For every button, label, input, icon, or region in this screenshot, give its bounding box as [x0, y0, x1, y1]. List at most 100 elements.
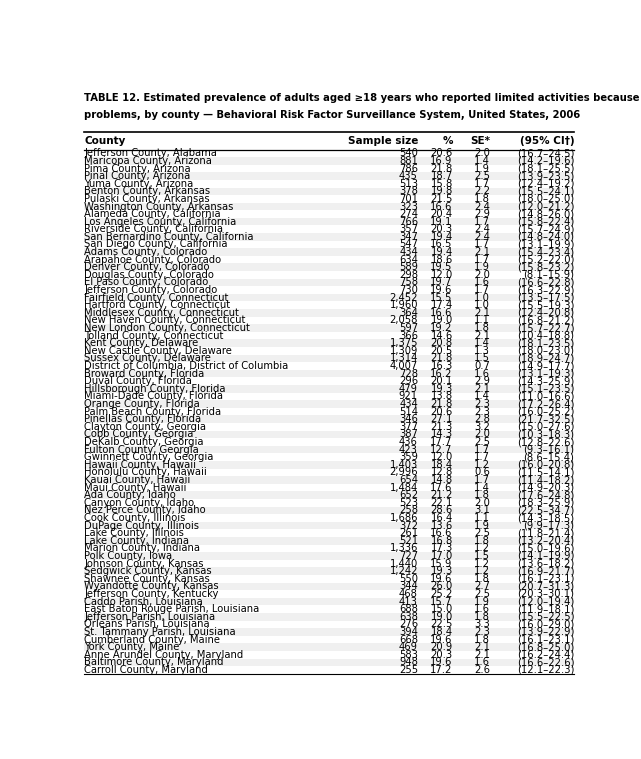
Text: Washington County, Arkansas: Washington County, Arkansas — [84, 201, 233, 212]
Text: Honolulu County, Hawaii: Honolulu County, Hawaii — [84, 468, 207, 477]
Text: 20.4: 20.4 — [431, 209, 453, 219]
Text: 1,440: 1,440 — [390, 559, 418, 568]
Text: 18.4: 18.4 — [431, 460, 453, 470]
Text: 583: 583 — [399, 650, 418, 660]
Text: 18.6: 18.6 — [431, 255, 453, 265]
Text: 13.6: 13.6 — [431, 521, 453, 531]
Text: 597: 597 — [399, 323, 418, 333]
Text: 1.2: 1.2 — [474, 566, 490, 576]
Text: 2.0: 2.0 — [474, 498, 490, 508]
Text: Hawaii County, Hawaii: Hawaii County, Hawaii — [84, 460, 196, 470]
Text: 4,007: 4,007 — [390, 361, 418, 371]
Text: 377: 377 — [399, 422, 418, 432]
Text: 1.8: 1.8 — [474, 323, 490, 333]
Text: 2,452: 2,452 — [390, 293, 418, 303]
Text: (16.0–29.0): (16.0–29.0) — [517, 619, 574, 629]
Text: 19.5: 19.5 — [430, 263, 453, 272]
Text: 514: 514 — [399, 407, 418, 417]
Text: (16.0–20.8): (16.0–20.8) — [517, 460, 574, 470]
Text: 423: 423 — [399, 445, 418, 455]
Text: 468: 468 — [399, 589, 418, 599]
Text: 2.5: 2.5 — [474, 437, 490, 447]
Text: Hartford County, Connecticut: Hartford County, Connecticut — [84, 301, 230, 310]
Text: 17.7: 17.7 — [430, 437, 453, 447]
Text: 1,314: 1,314 — [390, 354, 418, 364]
Text: 1.8: 1.8 — [474, 490, 490, 500]
Text: 21.8: 21.8 — [431, 354, 453, 364]
Bar — [84, 233, 574, 241]
Text: (11.4–18.2): (11.4–18.2) — [517, 475, 574, 485]
Text: 2.8: 2.8 — [474, 414, 490, 424]
Text: El Paso County, Colorado: El Paso County, Colorado — [84, 278, 208, 288]
Text: 1,375: 1,375 — [390, 339, 418, 348]
Text: Canyon County, Idaho: Canyon County, Idaho — [84, 498, 194, 508]
Text: (18.1–25.5): (18.1–25.5) — [517, 163, 574, 174]
Text: 359: 359 — [399, 452, 418, 462]
Text: (11.5–14.1): (11.5–14.1) — [517, 468, 574, 477]
Text: 1.1: 1.1 — [474, 316, 490, 326]
Text: Alameda County, California: Alameda County, California — [84, 209, 221, 219]
Text: Cobb County, Georgia: Cobb County, Georgia — [84, 430, 194, 439]
Text: Pinellas County, Florida: Pinellas County, Florida — [84, 414, 201, 424]
Text: Douglas County, Colorado: Douglas County, Colorado — [84, 270, 214, 280]
Text: 2.5: 2.5 — [474, 589, 490, 599]
Text: Carroll County, Maryland: Carroll County, Maryland — [84, 665, 208, 675]
Text: Jefferson County, Alabama: Jefferson County, Alabama — [84, 148, 217, 159]
Text: 688: 688 — [399, 604, 418, 614]
Bar — [84, 659, 574, 666]
Text: 16.6: 16.6 — [430, 201, 453, 212]
Text: (20.7–31.3): (20.7–31.3) — [517, 581, 574, 591]
Text: 434: 434 — [399, 399, 418, 409]
Text: 378: 378 — [399, 186, 418, 197]
Text: (95% CI†): (95% CI†) — [520, 136, 574, 146]
Text: Sedgwick County, Kansas: Sedgwick County, Kansas — [84, 566, 212, 576]
Text: District of Columbia, District of Columbia: District of Columbia, District of Columb… — [84, 361, 288, 371]
Text: 2.4: 2.4 — [474, 201, 490, 212]
Text: 21.3: 21.3 — [431, 422, 453, 432]
Text: 387: 387 — [399, 430, 418, 439]
Text: 436: 436 — [399, 437, 418, 447]
Text: 16.3: 16.3 — [431, 361, 453, 371]
Text: 19.6: 19.6 — [430, 285, 453, 295]
Text: 21.8: 21.8 — [431, 399, 453, 409]
Text: DeKalb County, Georgia: DeKalb County, Georgia — [84, 437, 204, 447]
Text: 434: 434 — [399, 247, 418, 257]
Bar — [84, 461, 574, 468]
Text: New Haven County, Connecticut: New Haven County, Connecticut — [84, 316, 246, 326]
Text: (16.7–24.5): (16.7–24.5) — [517, 148, 574, 159]
Text: 12.8: 12.8 — [431, 468, 453, 477]
Text: (13.9–22.9): (13.9–22.9) — [517, 627, 574, 637]
Text: Shawnee County, Kansas: Shawnee County, Kansas — [84, 574, 210, 584]
Bar — [84, 385, 574, 392]
Text: St. Tammany Parish, Louisiana: St. Tammany Parish, Louisiana — [84, 627, 236, 637]
Text: 638: 638 — [399, 612, 418, 622]
Text: 16.9: 16.9 — [430, 156, 453, 166]
Text: 14.3: 14.3 — [431, 430, 453, 439]
Text: (15.0–19.6): (15.0–19.6) — [517, 543, 574, 553]
Text: 20.1: 20.1 — [431, 376, 453, 386]
Text: (22.5–34.7): (22.5–34.7) — [517, 505, 574, 515]
Text: 2,996: 2,996 — [389, 468, 418, 477]
Text: Denver County, Colorado: Denver County, Colorado — [84, 263, 210, 272]
Text: 1.4: 1.4 — [474, 392, 490, 402]
Text: 21.8: 21.8 — [431, 163, 453, 174]
Text: 2.3: 2.3 — [474, 627, 490, 637]
Text: Lake County, Indiana: Lake County, Indiana — [84, 536, 189, 546]
Text: 2.5: 2.5 — [474, 528, 490, 538]
Text: 1,242: 1,242 — [390, 566, 418, 576]
Text: (13.9–23.5): (13.9–23.5) — [517, 171, 574, 181]
Text: 1.8: 1.8 — [474, 612, 490, 622]
Text: (16.1–23.1): (16.1–23.1) — [517, 574, 574, 584]
Text: Broward County, Florida: Broward County, Florida — [84, 369, 204, 379]
Bar — [84, 324, 574, 332]
Text: 19.6: 19.6 — [430, 574, 453, 584]
Text: 654: 654 — [399, 475, 418, 485]
Text: (16.2–24.4): (16.2–24.4) — [517, 650, 574, 660]
Text: %: % — [442, 136, 453, 146]
Bar — [84, 309, 574, 317]
Text: 2.1: 2.1 — [474, 247, 490, 257]
Text: 2.4: 2.4 — [474, 225, 490, 235]
Text: 16.5: 16.5 — [430, 240, 453, 250]
Text: 19.3: 19.3 — [431, 566, 453, 576]
Text: 2.1: 2.1 — [474, 642, 490, 652]
